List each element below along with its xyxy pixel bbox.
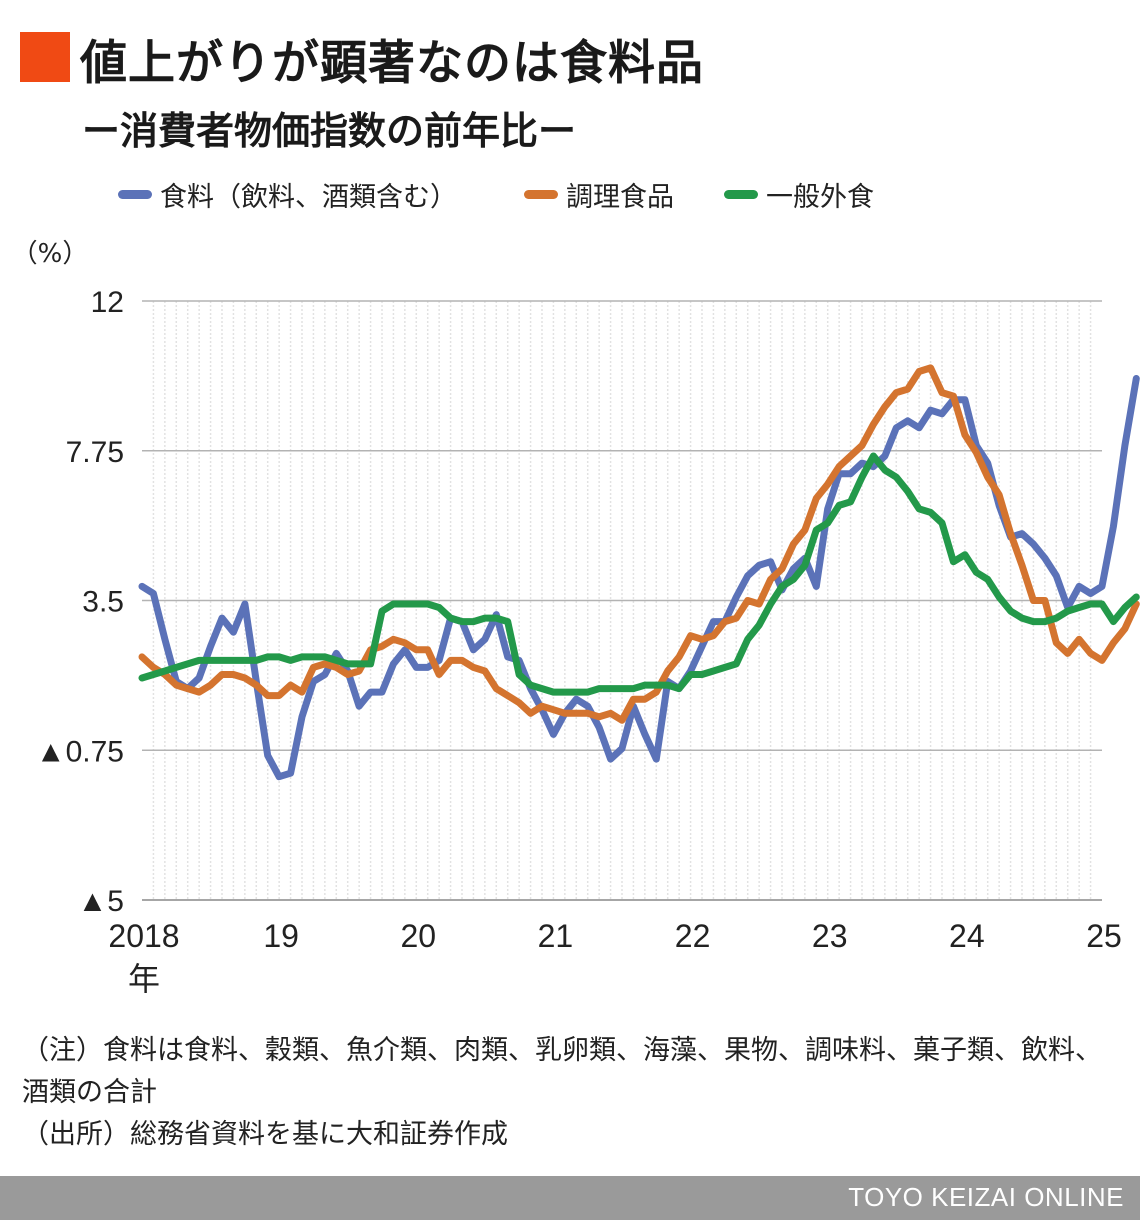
series-line-1 <box>138 375 1140 781</box>
y-tick-label: 12 <box>91 286 124 319</box>
x-tick-label: 24 <box>949 918 985 954</box>
chart-subtitle: ー消費者物価指数の前年比ー <box>82 109 577 153</box>
title-accent-mark <box>20 32 70 82</box>
y-tick-label: ▲0.75 <box>36 735 124 768</box>
x-tick-label: 22 <box>675 918 711 954</box>
x-tick-label: 21 <box>538 918 574 954</box>
legend-swatch-food <box>118 189 152 199</box>
legend-item-eating-out: 一般外食 <box>724 174 874 214</box>
legend-swatch-eating-out <box>724 189 758 199</box>
series-line-3 <box>138 452 1140 696</box>
legend-item-food: 食料（飲料、酒類含む） <box>118 174 457 214</box>
chart-legend: 食料（飲料、酒類含む） 調理食品 一般外食 <box>0 174 1140 214</box>
x-tick-label: 25 <box>1086 918 1122 954</box>
x-tick-label-suffix: 年 <box>128 960 160 998</box>
footer-brand: TOYO KEIZAI ONLINE <box>848 1182 1124 1212</box>
source-text: （出所）総務省資料を基に大和証券作成 <box>22 1119 508 1150</box>
major-gridlines <box>142 300 1102 901</box>
legend-swatch-prepared-food <box>524 189 558 199</box>
x-tick-label: 19 <box>263 918 299 954</box>
legend-label-food: 食料（飲料、酒類含む） <box>160 181 457 213</box>
series-lines <box>138 364 1140 781</box>
y-tick-label: 7.75 <box>66 436 124 469</box>
legend-item-prepared-food: 調理食品 <box>524 174 674 214</box>
y-tick-label: 3.5 <box>82 586 124 619</box>
legend-label-eating-out: 一般外食 <box>766 181 874 213</box>
note-text: （注）食料は食料、穀類、魚介類、肉類、乳卵類、海藻、果物、調味料、菓子類、飲料、… <box>22 1035 1102 1108</box>
x-tick-label: 23 <box>812 918 848 954</box>
series-line-2 <box>138 364 1140 724</box>
footer-bar: TOYO KEIZAI ONLINE <box>0 1176 1140 1220</box>
chart-notes: （注）食料は食料、穀類、魚介類、肉類、乳卵類、海藻、果物、調味料、菓子類、飲料、… <box>22 1030 1112 1156</box>
y-tick-label: ▲5 <box>78 885 124 918</box>
legend-label-prepared-food: 調理食品 <box>566 181 674 213</box>
x-tick-label: 20 <box>400 918 436 954</box>
x-tick-label: 2018 <box>108 918 179 954</box>
chart-title: 値上がりが顕著なのは食料品 <box>80 36 704 91</box>
y-unit-label: （%） <box>12 239 89 269</box>
